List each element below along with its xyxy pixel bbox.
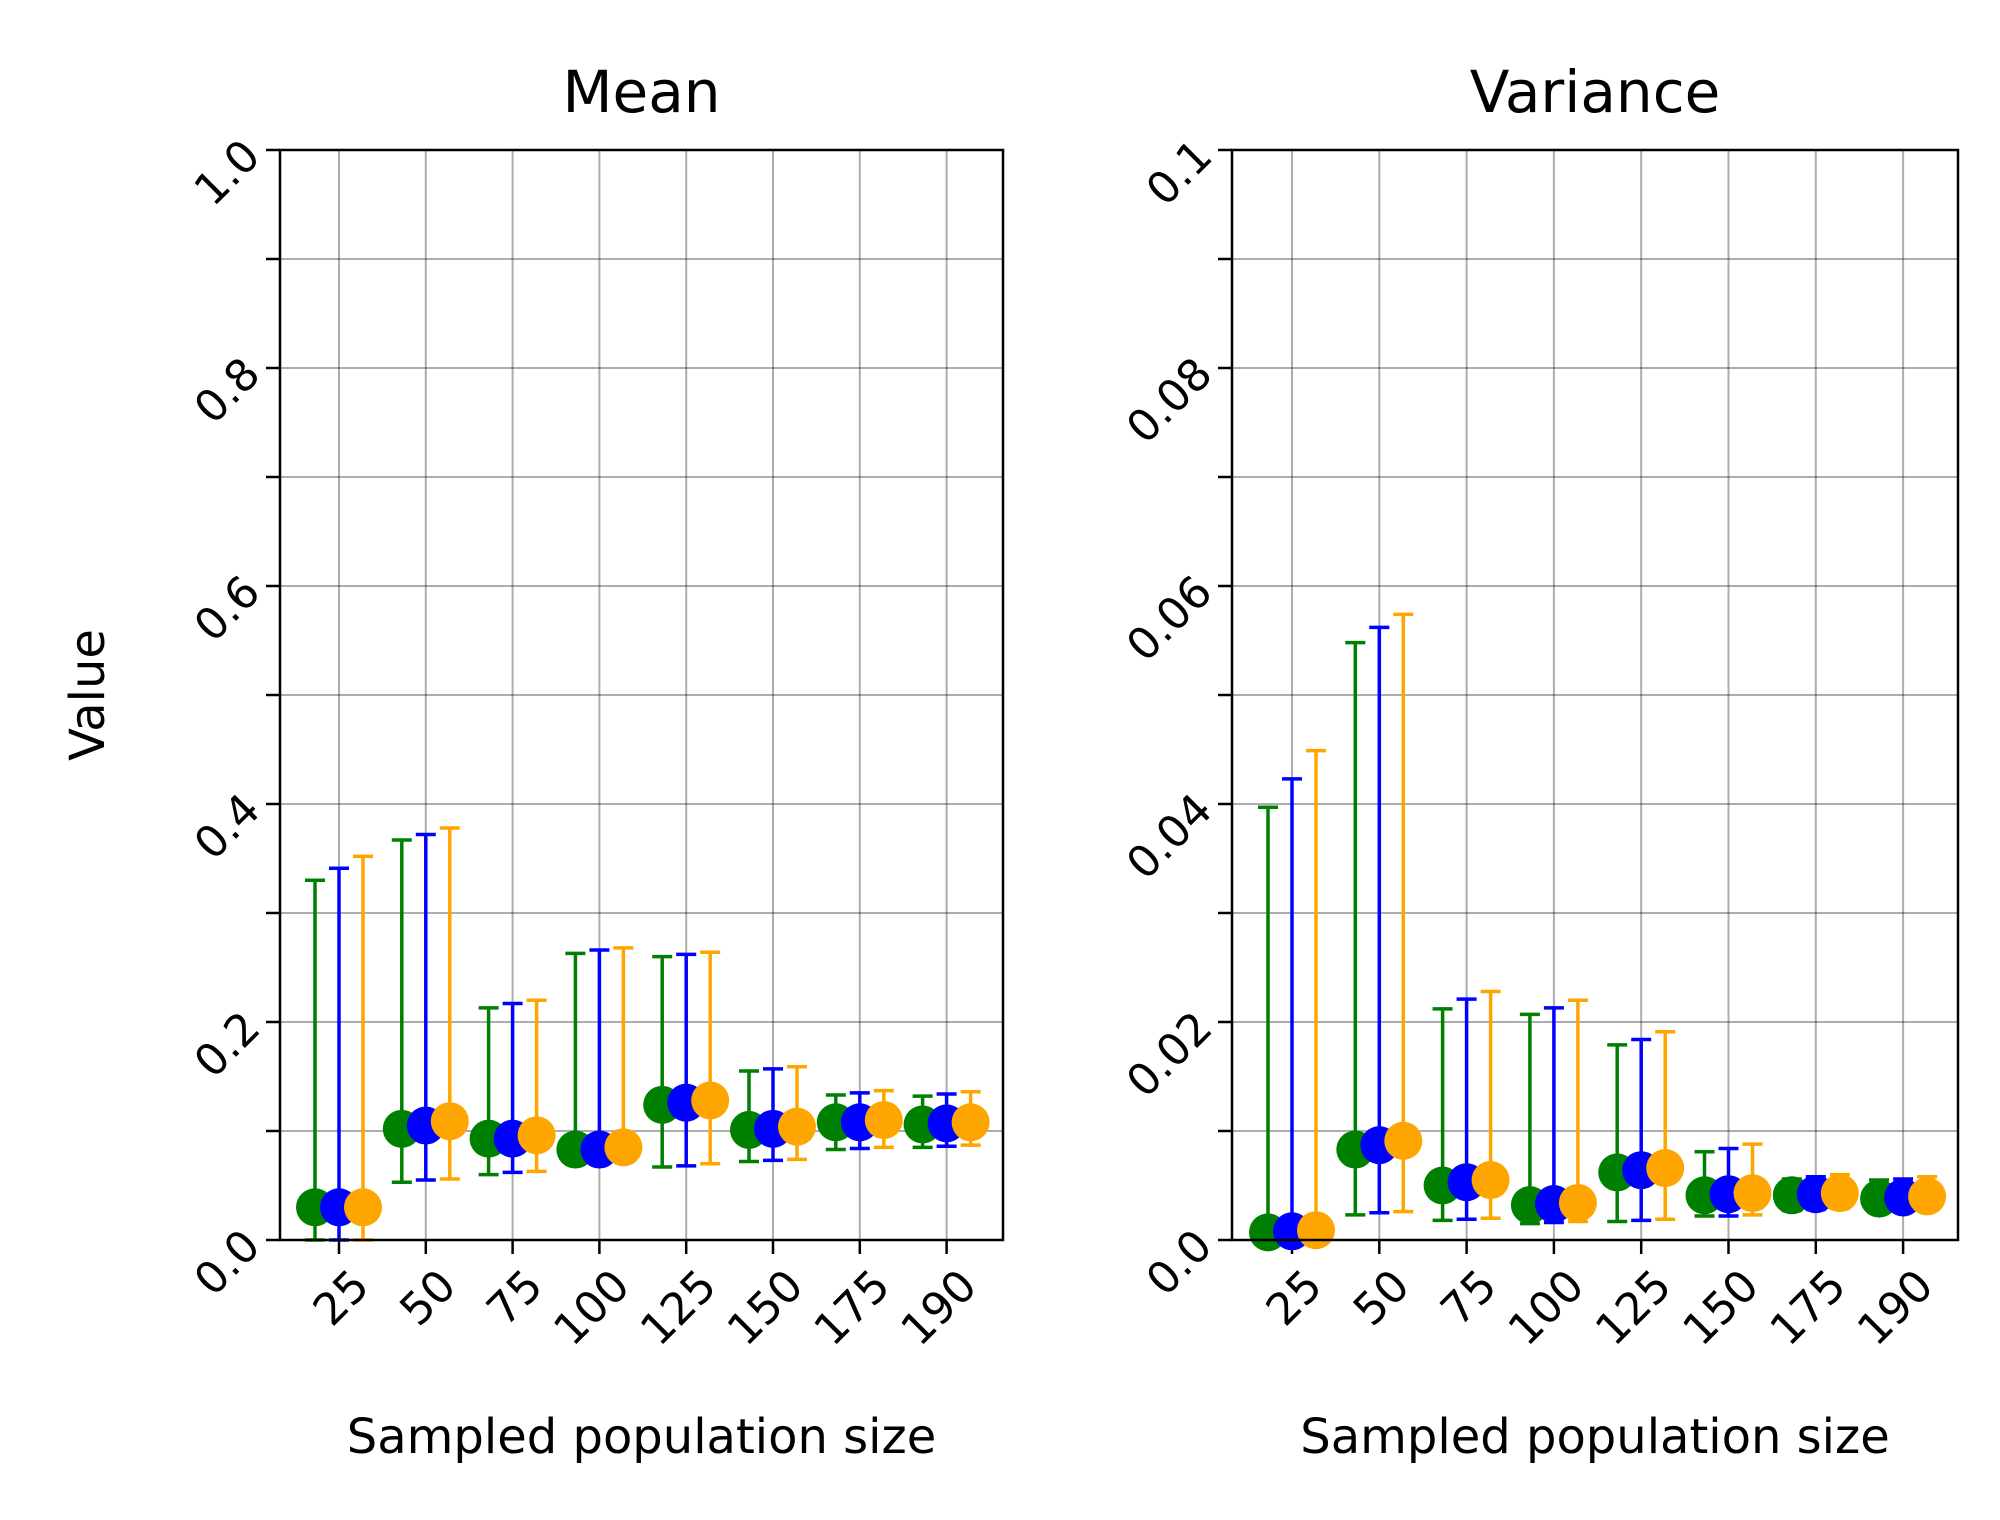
mean-orange-point xyxy=(604,1128,643,1167)
variance-orange-point xyxy=(1471,1161,1510,1200)
mean-points xyxy=(296,1081,990,1227)
mean-y-axis-label: Value xyxy=(60,629,116,761)
mean-orange-point xyxy=(344,1188,382,1227)
variance-orange-point xyxy=(1908,1177,1947,1216)
variance-orange-point xyxy=(1558,1183,1597,1222)
mean-plot-frame xyxy=(278,148,1005,1242)
variance-orange-point xyxy=(1384,1121,1423,1160)
variance-plot-frame xyxy=(1230,148,1960,1242)
mean-ticks xyxy=(266,148,948,1254)
variance-orange-point xyxy=(1820,1174,1859,1213)
mean-orange-point xyxy=(430,1102,469,1141)
mean-orange-point xyxy=(951,1103,990,1142)
variance-orange-point xyxy=(1733,1174,1772,1213)
mean-title: Mean xyxy=(562,58,720,126)
variance-orange-point xyxy=(1297,1211,1335,1250)
variance-ticks xyxy=(1218,148,1905,1254)
variance-title: Variance xyxy=(1470,58,1721,126)
mean-x-axis-label: Sampled population size xyxy=(347,1409,936,1465)
variance-x-axis-label: Sampled population size xyxy=(1300,1409,1889,1465)
mean-orange-point xyxy=(778,1107,816,1146)
mean-orange-point xyxy=(691,1081,730,1120)
mean-orange-point xyxy=(864,1101,903,1140)
variance-orange-point xyxy=(1646,1149,1685,1188)
variance-points xyxy=(1249,1121,1947,1252)
mean-orange-point xyxy=(517,1116,556,1155)
